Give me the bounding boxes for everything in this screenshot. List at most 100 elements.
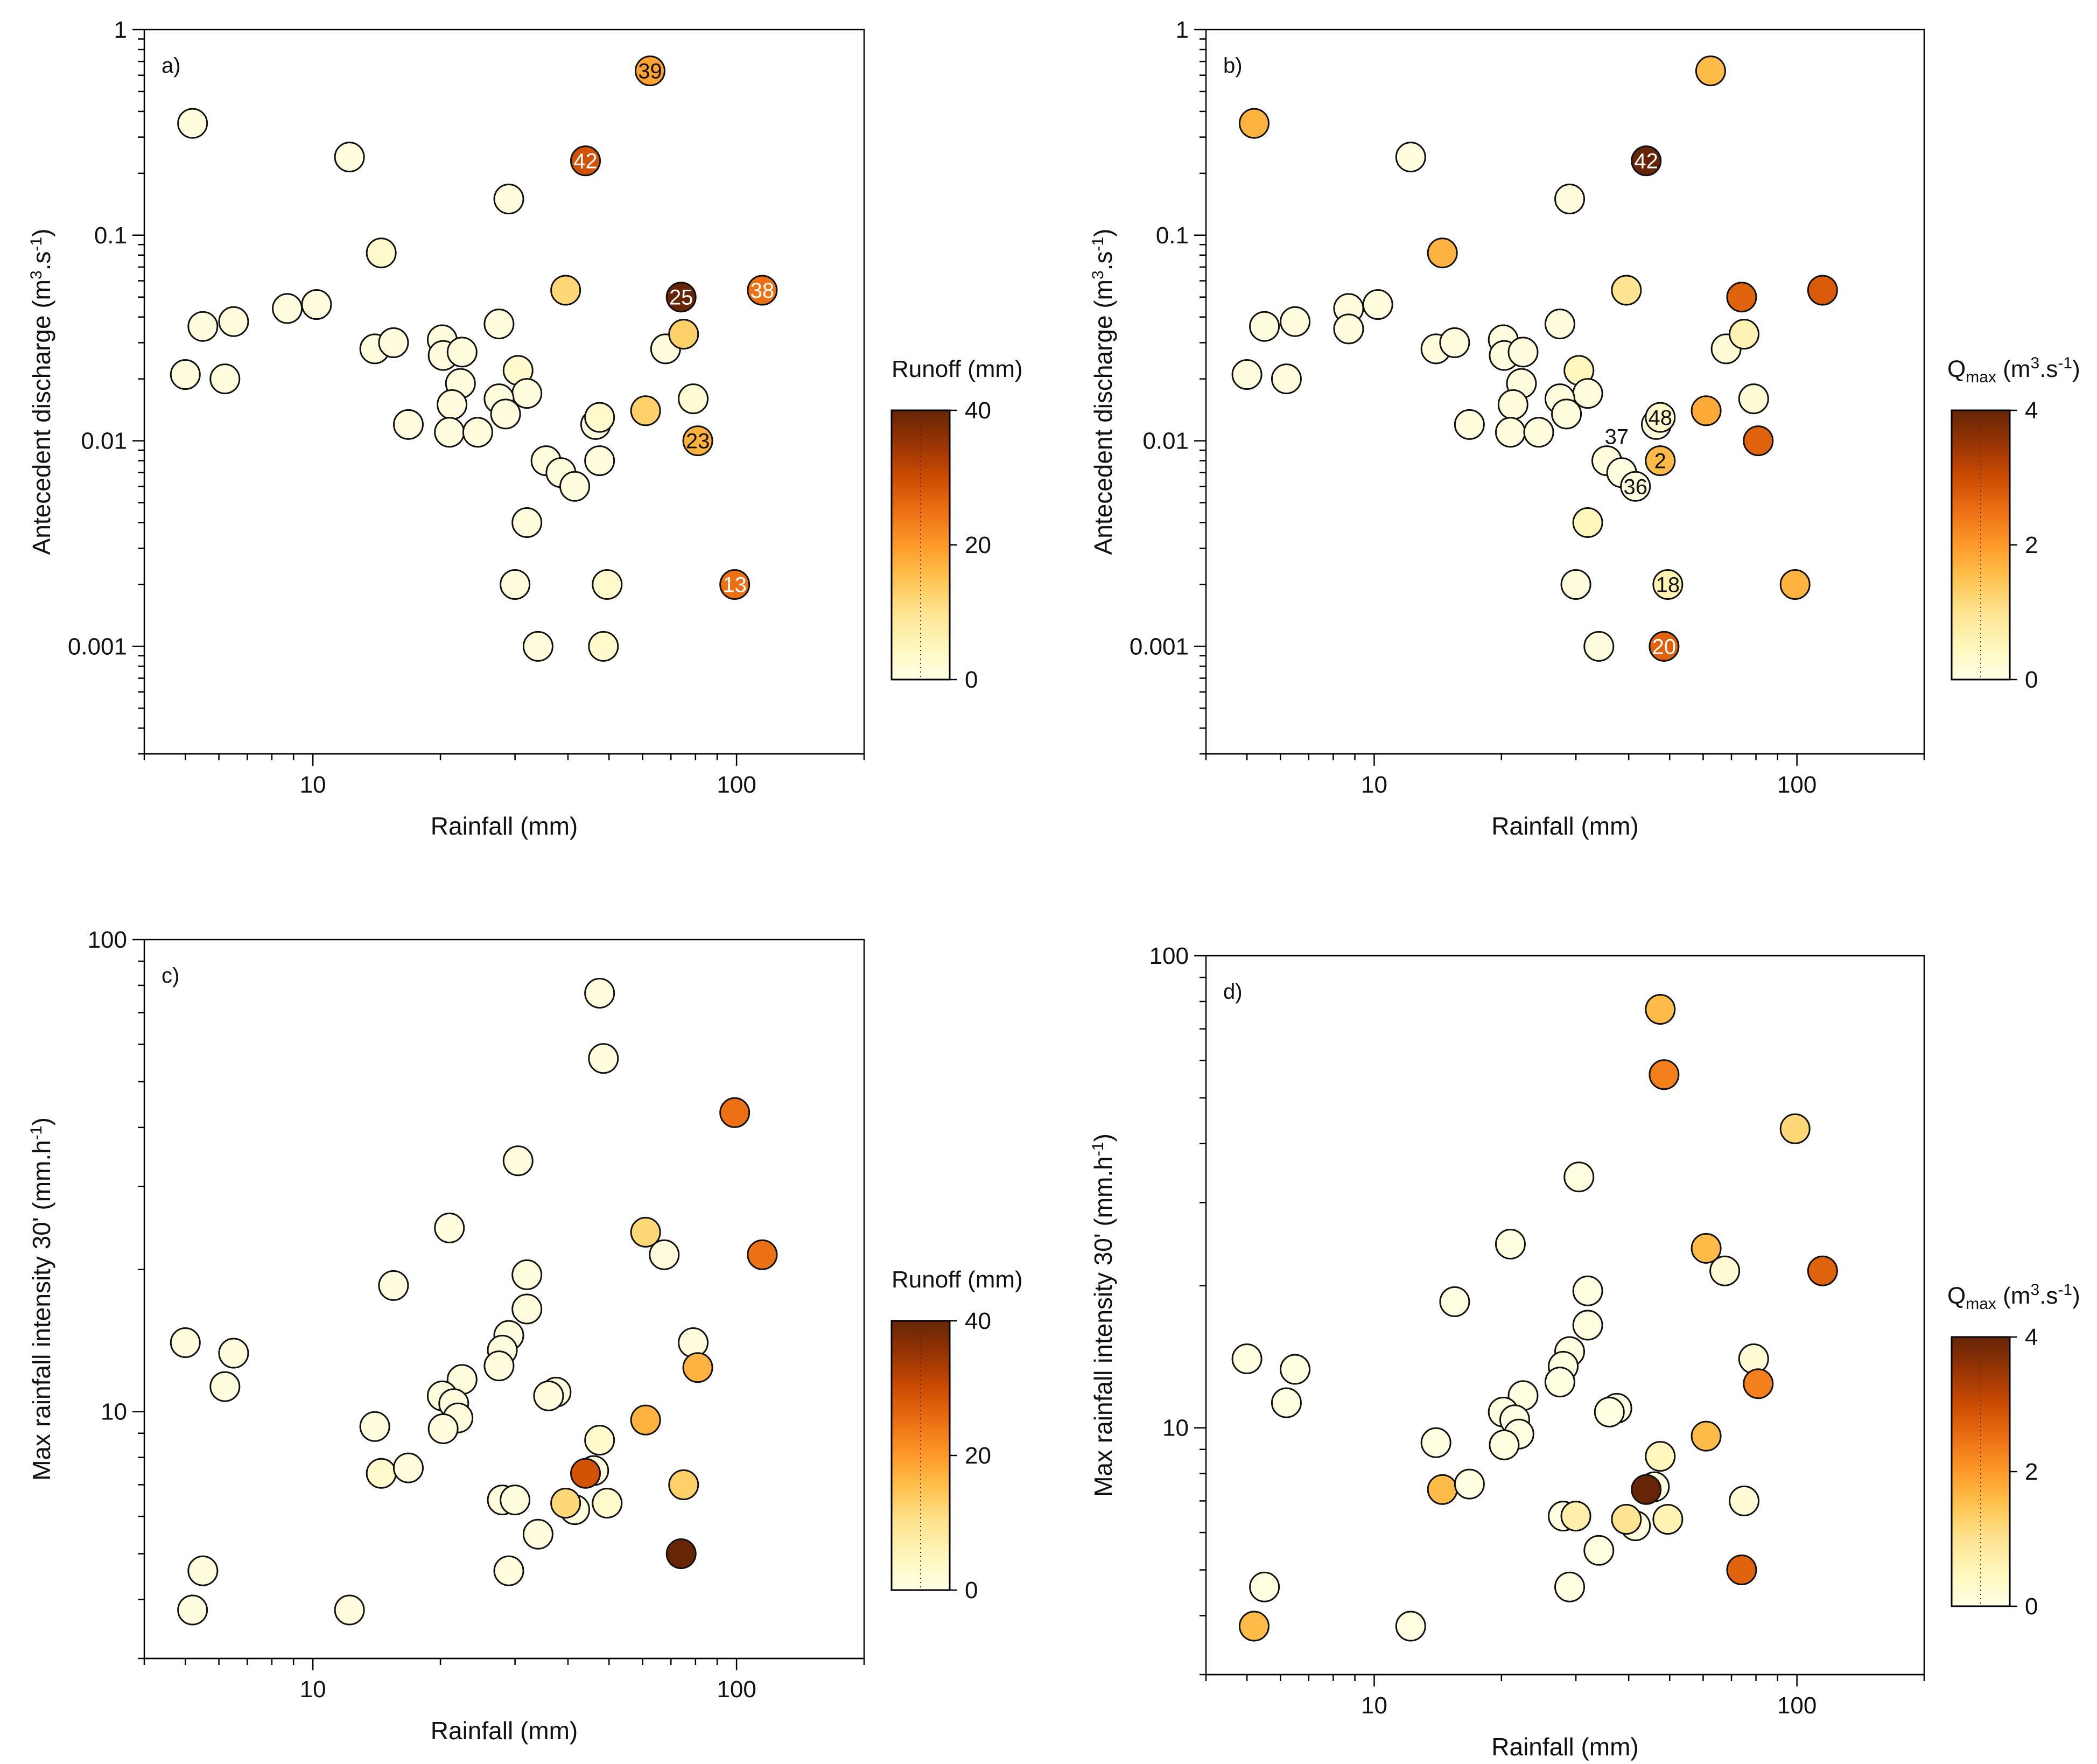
data-point: [1420, 1427, 1451, 1458]
panel-label: c): [162, 964, 179, 988]
data-point: [649, 1239, 680, 1270]
data-point-label: 42: [1634, 150, 1658, 173]
data-point: [1362, 289, 1393, 320]
colorbar-gradient: [1951, 409, 2011, 681]
data-point: [1645, 445, 1676, 477]
data-point: [668, 319, 699, 350]
data-point: [170, 359, 201, 390]
data-point-label: 39: [638, 60, 662, 83]
data-point: [366, 237, 397, 269]
data-point: [187, 311, 219, 342]
x-axis-title: Rainfall (mm): [431, 812, 578, 840]
data-point: [719, 569, 751, 600]
data-point: [570, 145, 601, 177]
data-point: [588, 631, 619, 662]
colorbar-gradient: [890, 409, 951, 681]
data-point: [1560, 1501, 1591, 1532]
data-point: [301, 289, 332, 320]
data-point: [1427, 237, 1458, 269]
data-point: [1249, 1571, 1280, 1602]
data-point: [584, 445, 615, 477]
data-point: [334, 142, 365, 173]
data-point: [1743, 1368, 1774, 1399]
data-point: [719, 1097, 751, 1128]
data-point: [1333, 313, 1364, 345]
colorbar-title: Runoff (mm): [892, 356, 1023, 382]
y-axis-title-part: -1: [1089, 1142, 1107, 1157]
data-point: [1631, 1474, 1662, 1505]
x-tick-label: 10: [1361, 772, 1387, 798]
colorbar-tick-label: 2: [2025, 532, 2038, 558]
data-point: [392, 1452, 424, 1483]
panel-label: d): [1223, 980, 1243, 1004]
data-point: [511, 1293, 543, 1325]
data-point: [533, 1380, 564, 1411]
data-point-label: 20: [1652, 635, 1677, 659]
data-point: [493, 1555, 524, 1586]
data-point: [1738, 383, 1769, 415]
data-point: [584, 402, 615, 433]
data-point: [630, 1404, 661, 1436]
data-point: [1620, 471, 1651, 502]
panel-b: 10 100 Rainfall (mm) 0.001 0.01 0.1 1 Anteceden…: [1089, 17, 2080, 840]
plot-frame: [1205, 955, 1925, 1676]
y-tick-label: 0.1: [94, 222, 127, 249]
data-point: [1594, 1396, 1625, 1427]
data-point: [434, 1212, 465, 1243]
data-point: [177, 1594, 208, 1626]
panel-a: 10 100 Rainfall (mm) 0.001 0.01 0.1 1 Anteceden…: [27, 17, 1023, 840]
data-point: [500, 1485, 531, 1516]
y-axis-title-part: ): [27, 229, 55, 237]
colorbar-title-part: (m: [1996, 1283, 2031, 1309]
data-point: [522, 631, 553, 662]
colorbar-tick-label: 20: [965, 1443, 991, 1469]
colorbar-title-part: 3: [2030, 1281, 2039, 1299]
data-point-label: 38: [751, 279, 775, 303]
x-tick-label: 100: [1777, 1692, 1817, 1719]
data-point: [483, 309, 515, 340]
colorbar-title-part: -1: [2058, 354, 2072, 372]
data-point: [588, 1043, 619, 1074]
data-point: [1551, 398, 1582, 430]
colorbar-tick-label: 40: [965, 397, 991, 424]
data-point: [1249, 311, 1280, 342]
x-axis-title: Rainfall (mm): [1491, 1733, 1638, 1761]
colorbar-gradient: [890, 1320, 951, 1591]
colorbar-tick-label: 0: [2025, 1593, 2038, 1620]
colorbar-tick-label: 4: [2025, 1324, 2038, 1350]
plot-frame: [143, 939, 865, 1660]
data-point: [1743, 425, 1774, 457]
data-point: [678, 383, 709, 415]
colorbar-title: Qmax (m3.s-1): [1947, 1281, 2080, 1313]
data-point: [378, 327, 409, 358]
y-axis-title-part: ): [27, 1117, 55, 1125]
data-point: [1738, 1343, 1769, 1375]
colorbar-title-part: max: [1966, 368, 1996, 386]
colorbar-title-part: .s: [2039, 1283, 2058, 1309]
data-point: [500, 569, 531, 600]
y-tick-label: 10: [1162, 1415, 1189, 1441]
data-point: [366, 1458, 397, 1489]
data-point: [682, 1352, 713, 1383]
data-point: [1652, 1504, 1684, 1535]
data-point: [630, 1216, 661, 1248]
data-point: [665, 282, 697, 313]
data-point: [592, 1488, 623, 1519]
data-point: [209, 363, 241, 395]
colorbar-gradient: [1951, 1336, 2011, 1607]
data-point: [490, 398, 521, 430]
data-point: [1507, 337, 1539, 368]
colorbar-title-part: Q: [1947, 1283, 1966, 1309]
data-point-label: 48: [1649, 406, 1673, 430]
data-point: [511, 507, 543, 538]
data-point-label: 25: [669, 286, 693, 310]
data-point: [502, 1145, 534, 1177]
data-point: [1280, 1354, 1311, 1385]
data-point: [1611, 1504, 1642, 1535]
data-point-label: 36: [1623, 475, 1647, 499]
data-point: [1583, 1535, 1615, 1566]
data-point: [218, 306, 249, 337]
data-point: [446, 337, 478, 368]
data-point: [170, 1327, 201, 1359]
data-point: [187, 1555, 219, 1586]
